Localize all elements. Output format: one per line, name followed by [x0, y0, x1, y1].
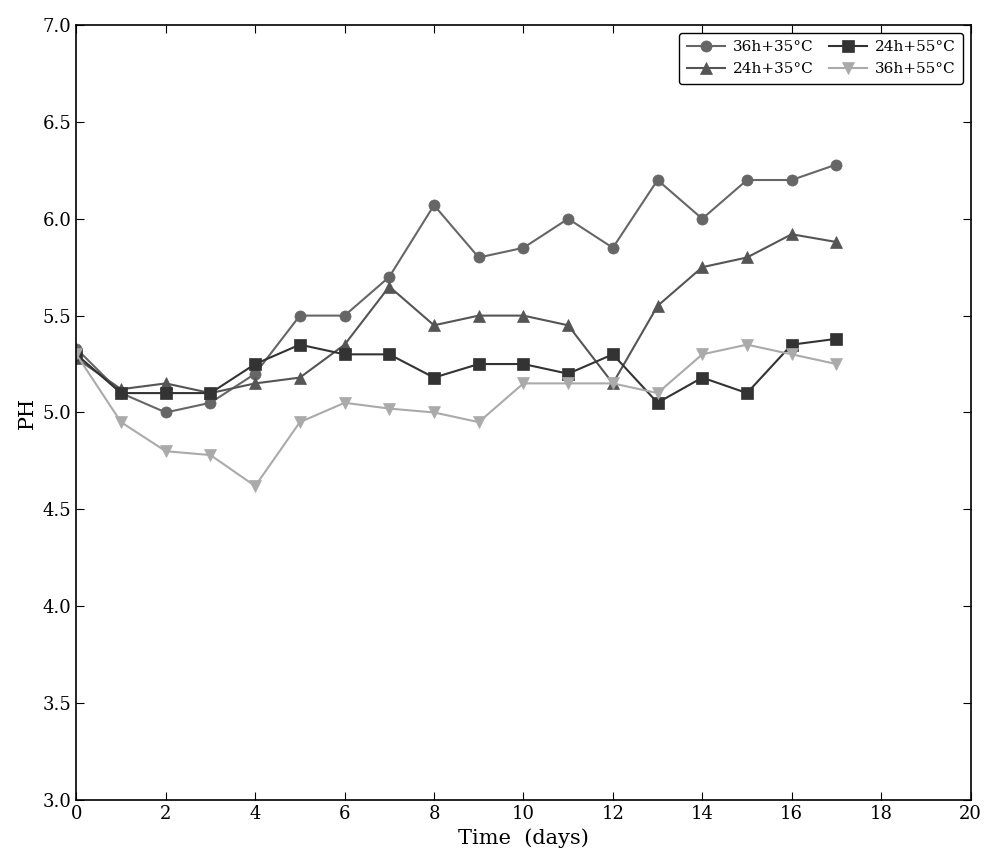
36h+55°C [696, 349, 708, 359]
24h+55°C [204, 388, 216, 398]
24h+55°C [696, 372, 708, 383]
24h+55°C [339, 349, 351, 359]
24h+55°C [115, 388, 127, 398]
X-axis label: Time  (days): Time (days) [458, 828, 589, 848]
36h+55°C [607, 378, 619, 389]
24h+35°C [741, 252, 753, 262]
24h+35°C [249, 378, 261, 389]
36h+35°C [115, 388, 127, 398]
Legend: 36h+35°C, 24h+35°C, 24h+55°C, 36h+55°C: 36h+35°C, 24h+35°C, 24h+55°C, 36h+55°C [679, 33, 963, 84]
24h+55°C [652, 397, 664, 408]
Line: 24h+35°C: 24h+35°C [71, 229, 842, 398]
36h+55°C [786, 349, 798, 359]
36h+55°C [160, 446, 172, 456]
36h+55°C [339, 397, 351, 408]
24h+55°C [741, 388, 753, 398]
36h+35°C [473, 252, 485, 262]
24h+55°C [517, 359, 529, 369]
36h+55°C [741, 339, 753, 350]
24h+55°C [562, 369, 574, 379]
24h+55°C [473, 359, 485, 369]
36h+35°C [428, 200, 440, 210]
24h+35°C [562, 320, 574, 331]
36h+55°C [562, 378, 574, 389]
Line: 36h+35°C: 36h+35°C [71, 159, 842, 418]
36h+55°C [70, 349, 82, 359]
36h+35°C [204, 397, 216, 408]
36h+35°C [70, 343, 82, 353]
24h+35°C [517, 310, 529, 320]
36h+55°C [249, 481, 261, 491]
24h+35°C [786, 229, 798, 239]
24h+55°C [160, 388, 172, 398]
36h+55°C [830, 359, 842, 369]
36h+35°C [160, 407, 172, 417]
36h+35°C [696, 214, 708, 224]
36h+35°C [294, 310, 306, 320]
24h+35°C [204, 388, 216, 398]
24h+35°C [652, 301, 664, 311]
24h+55°C [383, 349, 395, 359]
24h+55°C [830, 333, 842, 344]
36h+55°C [204, 449, 216, 460]
24h+35°C [115, 384, 127, 394]
24h+35°C [473, 310, 485, 320]
36h+35°C [786, 175, 798, 185]
24h+55°C [70, 349, 82, 359]
36h+55°C [652, 388, 664, 398]
24h+35°C [339, 339, 351, 350]
36h+35°C [339, 310, 351, 320]
36h+35°C [830, 159, 842, 170]
36h+35°C [607, 242, 619, 253]
36h+35°C [383, 272, 395, 282]
36h+55°C [473, 417, 485, 427]
36h+55°C [115, 417, 127, 427]
24h+35°C [294, 372, 306, 383]
36h+35°C [741, 175, 753, 185]
36h+35°C [249, 369, 261, 379]
Line: 24h+55°C: 24h+55°C [71, 333, 842, 409]
24h+35°C [830, 236, 842, 247]
36h+35°C [562, 214, 574, 224]
24h+55°C [294, 339, 306, 350]
24h+35°C [428, 320, 440, 331]
24h+35°C [607, 378, 619, 389]
24h+55°C [249, 359, 261, 369]
24h+35°C [383, 281, 395, 292]
36h+55°C [428, 407, 440, 417]
24h+35°C [696, 262, 708, 273]
24h+35°C [70, 353, 82, 364]
Y-axis label: PH: PH [18, 397, 37, 429]
24h+55°C [786, 339, 798, 350]
24h+35°C [160, 378, 172, 389]
Line: 36h+55°C: 36h+55°C [71, 339, 842, 492]
36h+35°C [652, 175, 664, 185]
36h+55°C [383, 404, 395, 414]
24h+55°C [428, 372, 440, 383]
36h+55°C [294, 417, 306, 427]
36h+35°C [517, 242, 529, 253]
36h+55°C [517, 378, 529, 389]
24h+55°C [607, 349, 619, 359]
